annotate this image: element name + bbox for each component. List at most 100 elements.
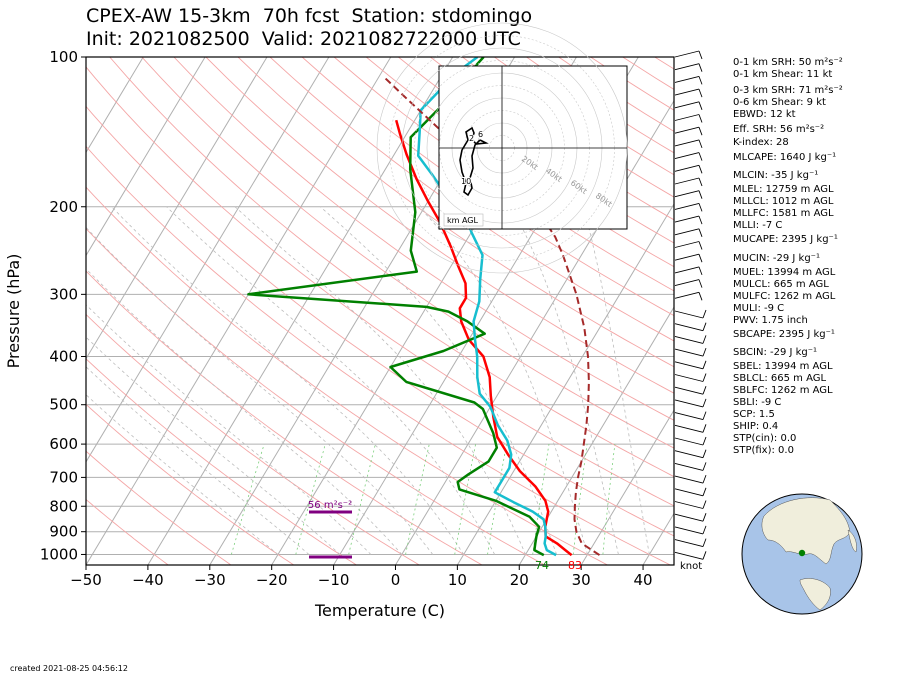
x-tick-label: −30 <box>194 571 226 589</box>
index-line: 0-6 km Shear: 9 kt <box>733 97 826 108</box>
dry-adiabat <box>86 403 294 565</box>
index-line: MLCAPE: 1640 J kg⁻¹ <box>733 152 837 163</box>
isotherm <box>580 409 674 565</box>
dry-adiabat <box>86 145 671 565</box>
dry-adiabat <box>269 57 674 342</box>
moist-adiabat <box>418 206 588 555</box>
index-line: MLLFC: 1581 m AGL <box>733 208 834 219</box>
wind-barb <box>674 474 707 484</box>
index-line: SBLCL: 665 m AGL <box>733 373 827 384</box>
hodo-label-6km: 6 <box>478 130 483 139</box>
wind-barb <box>674 347 707 357</box>
y-tick-label: 300 <box>49 285 78 303</box>
wind-barb <box>674 525 707 535</box>
wind-barb <box>674 335 707 344</box>
wind-barb <box>674 513 707 522</box>
wind-barb <box>674 266 703 276</box>
index-line: SBCAPE: 2395 J kg⁻¹ <box>733 329 835 340</box>
wind-barb <box>674 139 703 149</box>
wind-barb <box>674 114 703 123</box>
hodo-label-2km: 2 <box>469 134 474 143</box>
y-tick-label: 900 <box>49 523 78 541</box>
mixing-ratio-line <box>454 444 476 555</box>
dry-adiabat <box>301 57 674 317</box>
temperature-line <box>394 119 573 557</box>
wind-barb <box>674 309 707 319</box>
y-tick-label: 800 <box>49 497 78 515</box>
index-line: Eff. SRH: 56 m²s⁻² <box>733 124 825 135</box>
index-line: SCP: 1.5 <box>733 409 775 420</box>
moist-adiabat <box>86 304 372 555</box>
index-line: SBLFC: 1262 m AGL <box>733 385 833 396</box>
surface-temperature-label: 83 <box>568 559 582 572</box>
y-tick-label: 500 <box>49 396 78 414</box>
wind-barb <box>674 190 703 199</box>
dry-adiabat <box>86 227 545 565</box>
index-line: 0-3 km SRH: 71 m²s⁻² <box>733 85 843 96</box>
moist-adiabat <box>86 366 310 555</box>
isotherm <box>395 99 674 565</box>
index-line: STP(cin): 0.0 <box>733 433 797 444</box>
mixing-ratio-line <box>602 444 616 555</box>
moist-adiabat <box>86 226 434 555</box>
x-tick-label: 20 <box>510 571 529 589</box>
y-axis-label: Pressure (hPa) <box>4 254 23 369</box>
wind-barb <box>674 462 707 471</box>
wind-barb <box>674 487 707 497</box>
dry-adiabat <box>365 57 674 268</box>
y-tick-label: 1000 <box>40 545 78 563</box>
x-tick-label: 40 <box>634 571 653 589</box>
hodo-km-agl-label: km AGL <box>447 216 479 225</box>
mixing-ratio-line <box>487 444 507 555</box>
isotherm <box>86 57 206 257</box>
wind-barb <box>674 253 703 263</box>
mixing-ratio-line <box>295 443 326 555</box>
index-line: MULI: -9 C <box>733 303 785 314</box>
dewpoint-line <box>247 57 545 557</box>
hodograph-inset: 2 6 10 km AGL 20kt 40kt 60kt 80kt <box>376 22 628 274</box>
wind-barbs <box>674 50 707 560</box>
index-line: 0-1 km SRH: 50 m²s⁻² <box>733 57 843 68</box>
wind-barb <box>674 386 707 395</box>
mixing-ratio-line <box>572 444 588 555</box>
index-line: 0-1 km Shear: 11 kt <box>733 69 833 80</box>
mixing-ratio-line <box>405 444 430 555</box>
index-line: MLLI: -7 C <box>733 220 783 231</box>
isotherm <box>86 57 330 463</box>
index-line: K-index: 28 <box>733 137 789 148</box>
wind-barb <box>674 177 703 187</box>
index-line: SBLI: -9 C <box>733 397 782 408</box>
parcel-line <box>383 76 601 556</box>
wind-barb <box>674 75 703 85</box>
y-tick-label: 600 <box>49 435 78 453</box>
hodo-label-10km: 10 <box>461 177 471 186</box>
location-globe <box>741 493 863 615</box>
index-line: EBWD: 12 kt <box>733 109 796 120</box>
moist-adiabat <box>510 206 619 555</box>
index-line: MULCL: 665 m AGL <box>733 279 829 290</box>
wind-barb <box>674 373 707 382</box>
index-line: STP(fix): 0.0 <box>733 445 794 456</box>
wind-barb <box>674 228 703 237</box>
moist-adiabat <box>86 268 403 555</box>
isotherm <box>86 57 268 360</box>
wind-barb <box>674 411 707 421</box>
index-line: MLLCL: 1012 m AGL <box>733 196 834 207</box>
x-tick-label: 0 <box>391 571 401 589</box>
wind-barb <box>674 101 703 110</box>
wind-barb <box>674 538 707 548</box>
wind-barb <box>674 449 707 459</box>
index-line: MUCAPE: 2395 J kg⁻¹ <box>733 234 838 245</box>
x-tick-label: 30 <box>572 571 591 589</box>
wind-barb <box>674 436 707 446</box>
srh-label: 56 m²s⁻² <box>308 500 352 511</box>
dry-adiabat <box>86 66 674 507</box>
dry-adiabat <box>86 358 357 565</box>
wind-barb <box>674 360 707 370</box>
isotherm <box>518 306 674 565</box>
wind-barb <box>674 551 707 560</box>
wind-unit-label: knot <box>680 561 702 572</box>
dry-adiabat <box>86 313 420 565</box>
wind-barb <box>674 291 703 301</box>
